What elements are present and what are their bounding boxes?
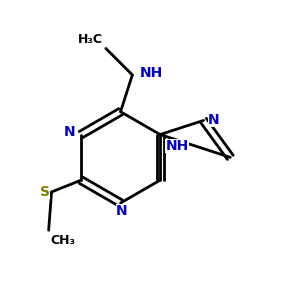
Text: N: N [208, 113, 220, 128]
Text: S: S [40, 185, 50, 199]
Text: NH: NH [165, 139, 189, 153]
Text: CH₃: CH₃ [50, 234, 75, 247]
Text: N: N [116, 205, 128, 218]
Text: H₃C: H₃C [78, 33, 103, 46]
Text: N: N [64, 125, 76, 139]
Text: NH: NH [140, 66, 163, 80]
